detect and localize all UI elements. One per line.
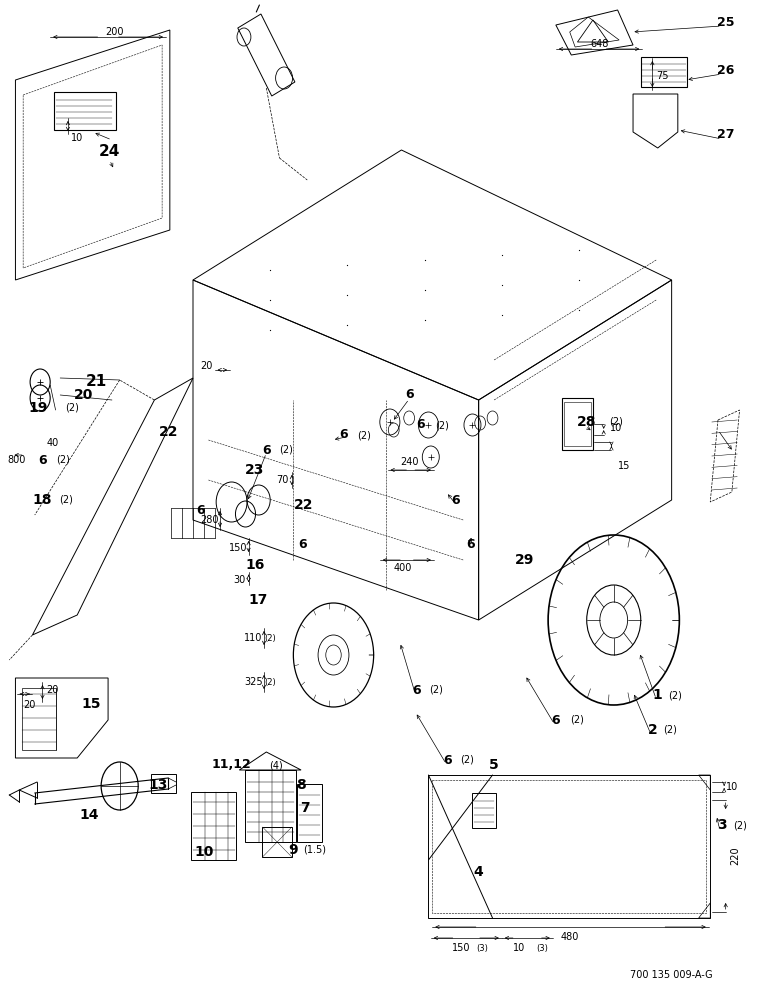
Text: 8: 8	[296, 778, 306, 792]
Text: 700 135 009-A-G: 700 135 009-A-G	[630, 970, 713, 980]
Text: 6: 6	[443, 754, 452, 766]
Text: 2: 2	[648, 723, 657, 737]
Text: 480: 480	[560, 932, 579, 942]
Text: 24: 24	[99, 144, 120, 159]
Bar	[641, 57, 687, 87]
Text: (2): (2)	[264, 678, 276, 686]
Text: 200: 200	[105, 27, 124, 37]
Text: 20: 20	[46, 685, 59, 695]
Bar	[151, 774, 176, 793]
Text: 15: 15	[81, 697, 101, 711]
Bar	[54, 92, 116, 130]
Text: 18: 18	[32, 493, 52, 507]
Text: 20: 20	[73, 388, 93, 402]
Text: 17: 17	[249, 593, 269, 607]
Text: 6: 6	[38, 454, 47, 466]
Text: 70: 70	[276, 475, 289, 485]
Text: 3: 3	[717, 818, 726, 832]
Text: 15: 15	[618, 461, 630, 471]
Text: (2): (2)	[435, 420, 449, 430]
Text: (2): (2)	[279, 445, 293, 455]
Text: 6: 6	[298, 538, 307, 552]
Text: 10: 10	[610, 423, 622, 433]
Text: (2): (2)	[733, 820, 747, 830]
Bar	[562, 398, 593, 450]
Text: 110: 110	[244, 633, 262, 643]
Text: (2): (2)	[663, 725, 677, 735]
Text: (2): (2)	[669, 690, 682, 700]
Text: 21: 21	[86, 374, 107, 389]
Text: 1: 1	[653, 688, 662, 702]
Text: 28: 28	[577, 415, 597, 429]
Text: (2): (2)	[65, 403, 79, 413]
Text: 14: 14	[79, 808, 99, 822]
Text: 6: 6	[466, 538, 476, 552]
Text: (2): (2)	[264, 634, 276, 643]
Text: 29: 29	[515, 553, 535, 567]
Text: 23: 23	[245, 463, 265, 477]
Text: 5: 5	[489, 758, 499, 772]
Text: 27: 27	[717, 128, 734, 141]
Bar	[22, 688, 56, 750]
Text: 22: 22	[293, 498, 313, 512]
Text: 800: 800	[8, 455, 26, 465]
Text: 7: 7	[300, 801, 310, 815]
Bar	[245, 770, 296, 842]
Text: 40: 40	[46, 438, 59, 448]
Bar	[191, 792, 236, 860]
Text: 10: 10	[726, 782, 738, 792]
Text: 4: 4	[474, 865, 483, 879]
Text: 9: 9	[289, 843, 298, 857]
Text: 150: 150	[452, 943, 470, 953]
Text: 6: 6	[262, 444, 271, 456]
Text: 240: 240	[400, 457, 418, 467]
Text: 11,12: 11,12	[212, 758, 252, 772]
Text: 6: 6	[405, 388, 414, 401]
Text: 25: 25	[717, 15, 734, 28]
Text: 6: 6	[416, 418, 425, 432]
Text: 16: 16	[245, 558, 265, 572]
Text: 22: 22	[158, 425, 178, 439]
Text: 6: 6	[339, 428, 348, 442]
Text: (3): (3)	[536, 944, 548, 952]
Text: (2): (2)	[59, 495, 73, 505]
Text: 220: 220	[730, 847, 740, 865]
Text: 6: 6	[451, 493, 460, 506]
Bar	[472, 793, 496, 828]
Text: (3): (3)	[476, 944, 488, 952]
Text: 26: 26	[717, 64, 734, 77]
Text: (2): (2)	[460, 755, 474, 765]
Text: 648: 648	[590, 39, 608, 49]
Text: 400: 400	[394, 563, 412, 573]
Text: 13: 13	[148, 778, 168, 792]
Text: 6: 6	[412, 684, 422, 696]
Text: (2): (2)	[570, 715, 584, 725]
Text: (2): (2)	[56, 455, 70, 465]
Text: 30: 30	[233, 575, 245, 585]
Text: (4): (4)	[269, 760, 283, 770]
Text: (2): (2)	[357, 430, 371, 440]
Bar	[262, 827, 292, 857]
Bar	[297, 784, 322, 842]
Bar	[564, 402, 591, 446]
Text: 325: 325	[244, 677, 262, 687]
Text: (2): (2)	[429, 685, 443, 695]
Text: (2): (2)	[609, 417, 623, 427]
Text: (1.5): (1.5)	[303, 845, 327, 855]
Text: 280: 280	[201, 515, 219, 525]
Text: 10: 10	[513, 943, 526, 953]
Text: 150: 150	[229, 543, 247, 553]
Text: 20: 20	[201, 361, 213, 371]
Text: 6: 6	[551, 714, 560, 726]
Text: 6: 6	[196, 504, 205, 516]
Text: 20: 20	[23, 700, 36, 710]
Text: 19: 19	[29, 401, 49, 415]
Text: 10: 10	[71, 133, 83, 143]
Text: 10: 10	[195, 845, 215, 859]
Text: 75: 75	[656, 71, 669, 81]
